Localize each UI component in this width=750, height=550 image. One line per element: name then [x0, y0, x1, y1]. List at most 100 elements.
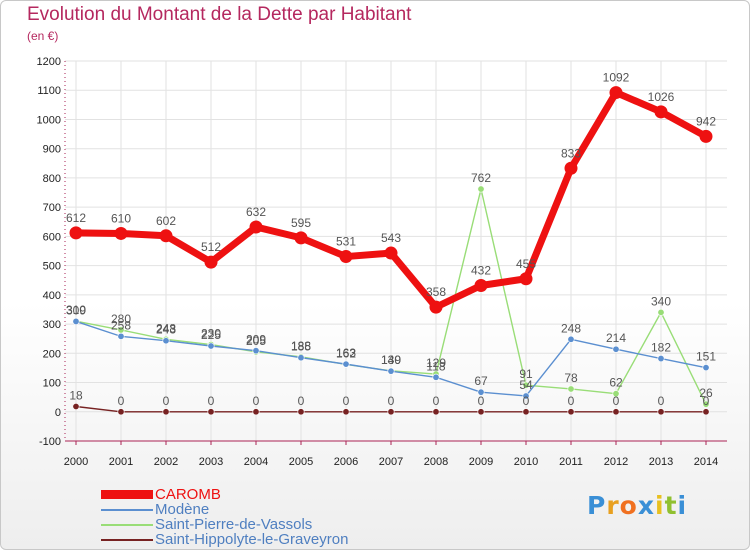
- data-point: [702, 364, 710, 372]
- x-tick-label: 2000: [64, 456, 88, 468]
- data-label: 0: [253, 394, 260, 408]
- y-tick-label: 1000: [37, 114, 61, 126]
- data-label: 0: [703, 394, 710, 408]
- data-label: 602: [156, 214, 176, 228]
- data-point: [612, 390, 620, 398]
- data-label: 432: [471, 263, 491, 277]
- data-label: 54: [519, 378, 533, 392]
- data-label: 762: [471, 171, 491, 185]
- y-tick-label: 200: [43, 348, 61, 360]
- y-tick-label: 0: [55, 407, 61, 419]
- legend-swatch: [101, 538, 153, 541]
- data-label: 309: [66, 303, 86, 317]
- data-label: 531: [336, 235, 356, 249]
- data-label: 632: [246, 205, 266, 219]
- x-tick-label: 2013: [649, 456, 673, 468]
- legend-label: CAROMB: [155, 486, 221, 503]
- logo-letter: i: [655, 491, 665, 520]
- data-point: [522, 392, 530, 400]
- data-label: 0: [343, 394, 350, 408]
- data-point: [252, 347, 260, 355]
- data-point: [612, 345, 620, 353]
- x-tick-label: 2012: [604, 456, 628, 468]
- data-label: 118: [426, 359, 445, 373]
- data-point: [72, 317, 80, 325]
- data-point: [429, 300, 443, 314]
- logo-letter: o: [619, 491, 638, 520]
- x-tick-label: 2010: [514, 456, 538, 468]
- data-point: [117, 408, 125, 416]
- data-label: 0: [523, 394, 530, 408]
- data-label: 1092: [603, 71, 630, 85]
- data-label: 258: [111, 318, 131, 332]
- x-tick-label: 2008: [424, 456, 448, 468]
- data-point: [72, 403, 80, 411]
- chart-title: Evolution du Montant de la Dette par Hab…: [27, 4, 412, 25]
- data-label: 26: [699, 386, 713, 400]
- y-tick-label: 500: [43, 261, 61, 273]
- data-point: [114, 226, 128, 240]
- x-tick-label: 2007: [379, 456, 403, 468]
- x-tick-label: 2011: [559, 456, 583, 468]
- data-point: [162, 408, 170, 416]
- data-label: 182: [651, 341, 671, 355]
- data-label: 455: [516, 257, 536, 271]
- x-tick-label: 2001: [109, 456, 133, 468]
- data-point: [432, 373, 440, 381]
- data-point: [609, 86, 623, 100]
- data-label: 185: [291, 340, 311, 354]
- data-label: 0: [298, 394, 305, 408]
- y-tick-label: 300: [43, 319, 61, 331]
- data-point: [207, 342, 215, 350]
- data-label: 358: [426, 285, 446, 299]
- data-point: [477, 185, 485, 193]
- y-tick-label: 1200: [37, 56, 61, 68]
- x-tick-label: 2004: [244, 456, 268, 468]
- data-label: 310: [66, 303, 86, 317]
- data-label: 243: [156, 323, 176, 337]
- data-point: [612, 408, 620, 416]
- legend-swatch: [101, 523, 153, 526]
- data-label: 188: [291, 339, 311, 353]
- data-label: 91: [519, 367, 533, 381]
- x-tick-label: 2002: [154, 456, 178, 468]
- legend-swatch: [101, 490, 153, 499]
- data-label: 248: [561, 321, 581, 335]
- data-point: [339, 250, 353, 264]
- logo-letter: P: [587, 491, 607, 520]
- data-label: 129: [426, 356, 446, 370]
- data-label: 610: [111, 211, 131, 225]
- y-tick-label: 1100: [37, 85, 61, 97]
- data-label: 140: [381, 353, 401, 367]
- data-point: [474, 278, 488, 292]
- data-label: 205: [246, 334, 266, 348]
- data-label: 0: [118, 394, 125, 408]
- data-point: [384, 246, 398, 260]
- x-tick-label: 2003: [199, 456, 223, 468]
- data-label: 162: [336, 346, 356, 360]
- y-tick-label: -100: [39, 436, 61, 448]
- data-point: [252, 408, 260, 416]
- data-point: [522, 381, 530, 389]
- y-tick-label: 100: [43, 378, 61, 390]
- data-point: [207, 408, 215, 416]
- logo-letter: x: [637, 491, 655, 520]
- data-point: [342, 360, 350, 368]
- x-tick-label: 2014: [694, 456, 718, 468]
- data-label: 78: [564, 371, 578, 385]
- data-label: 0: [478, 394, 485, 408]
- data-label: 248: [156, 321, 176, 335]
- data-label: 139: [381, 353, 401, 367]
- logo-letter: i: [677, 491, 688, 520]
- data-point: [522, 408, 530, 416]
- data-label: 512: [201, 240, 221, 254]
- data-point: [477, 408, 485, 416]
- data-label: 163: [336, 346, 356, 360]
- data-point: [387, 367, 395, 375]
- data-point: [117, 332, 125, 340]
- data-point: [567, 335, 575, 343]
- data-label: 0: [433, 394, 440, 408]
- data-point: [432, 408, 440, 416]
- data-label: 0: [208, 394, 215, 408]
